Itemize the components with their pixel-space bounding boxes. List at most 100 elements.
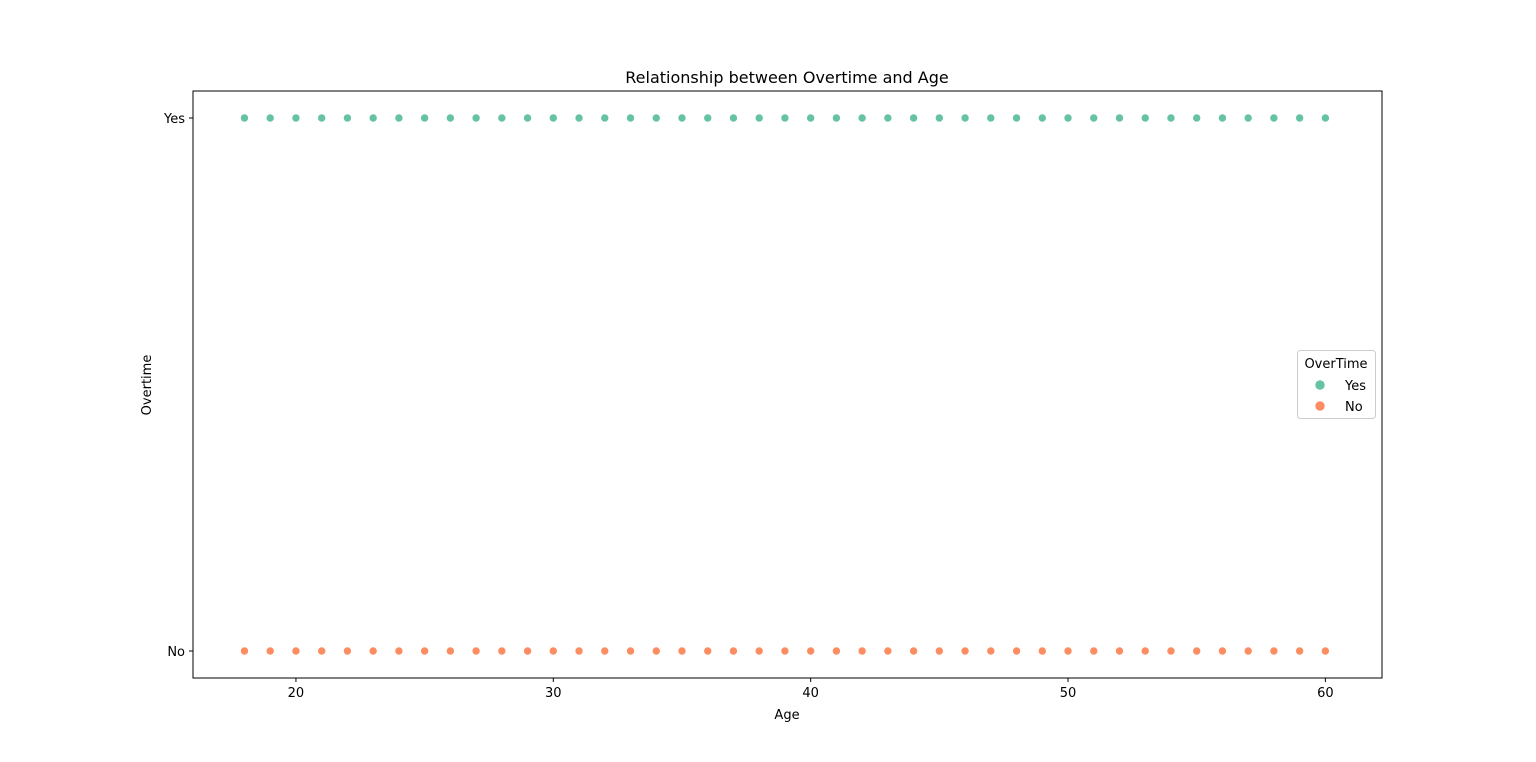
data-point-no-37	[729, 646, 738, 656]
data-point-no-52	[1115, 646, 1124, 656]
data-point-yes-53	[1140, 113, 1150, 123]
data-point-no-26	[446, 646, 455, 656]
data-point-yes-46	[960, 113, 970, 123]
data-point-yes-20	[291, 113, 301, 123]
y-axis: No Yes	[163, 112, 193, 660]
x-tick-label-50: 50	[1060, 686, 1077, 701]
data-point-yes-30	[548, 113, 558, 123]
data-point-no-54	[1166, 646, 1176, 656]
data-point-no-59	[1295, 646, 1304, 656]
data-point-yes-41	[832, 113, 841, 123]
data-point-no-18	[240, 646, 249, 656]
x-tick-label-60: 60	[1317, 686, 1334, 701]
data-point-yes-39	[780, 113, 790, 123]
legend-marker-no	[1314, 400, 1326, 412]
chart-title: Relationship between Overtime and Age	[625, 68, 948, 87]
data-point-yes-23	[368, 113, 378, 123]
data-point-no-24	[394, 646, 404, 656]
data-point-no-19	[265, 646, 275, 656]
data-point-no-50	[1063, 646, 1073, 656]
x-tick-label-30: 30	[545, 686, 562, 701]
data-point-no-42	[857, 646, 867, 656]
data-point-no-33	[626, 646, 635, 656]
data-point-yes-60	[1321, 113, 1330, 123]
data-point-yes-36	[703, 113, 713, 123]
data-point-yes-45	[935, 113, 944, 123]
data-point-yes-57	[1243, 113, 1253, 123]
data-point-no-27	[471, 646, 481, 656]
data-point-yes-43	[883, 113, 893, 123]
data-point-no-40	[806, 646, 815, 656]
data-point-yes-50	[1063, 113, 1073, 123]
data-point-yes-24	[394, 113, 404, 123]
data-point-yes-44	[909, 113, 918, 123]
x-axis: 20 30 40 50 60	[288, 678, 1334, 701]
data-point-yes-54	[1166, 113, 1176, 123]
data-point-no-23	[368, 646, 378, 656]
data-point-yes-49	[1037, 113, 1047, 123]
x-tick-label-40: 40	[802, 686, 819, 701]
data-point-yes-27	[471, 113, 481, 123]
data-point-yes-38	[754, 113, 764, 123]
data-point-no-60	[1321, 646, 1330, 656]
data-point-no-56	[1218, 646, 1227, 656]
legend: OverTime Yes No	[1297, 350, 1376, 419]
data-point-yes-47	[986, 113, 996, 123]
data-point-no-20	[291, 646, 301, 656]
data-point-yes-19	[265, 113, 275, 123]
data-point-yes-40	[806, 113, 815, 123]
data-point-yes-35	[677, 113, 687, 123]
data-point-no-58	[1269, 646, 1279, 656]
data-point-no-25	[420, 646, 429, 656]
data-point-yes-22	[343, 113, 352, 123]
data-point-no-32	[600, 646, 610, 656]
data-point-no-46	[960, 646, 970, 656]
legend-box	[1297, 350, 1376, 419]
data-point-no-36	[703, 646, 713, 656]
data-point-no-35	[677, 646, 687, 656]
data-point-no-31	[574, 646, 584, 656]
data-point-yes-33	[626, 113, 635, 123]
data-point-no-41	[832, 646, 841, 656]
data-point-no-53	[1140, 646, 1150, 656]
legend-items: Yes No	[1314, 379, 1366, 415]
data-point-yes-52	[1115, 113, 1124, 123]
data-point-no-55	[1192, 646, 1201, 656]
plot-area-frame	[192, 90, 1383, 679]
data-point-yes-18	[240, 113, 249, 123]
data-point-yes-59	[1295, 113, 1304, 123]
data-point-no-29	[523, 646, 532, 656]
data-point-yes-29	[523, 113, 532, 123]
data-point-yes-31	[574, 113, 584, 123]
data-point-no-48	[1012, 646, 1021, 656]
legend-label-no: No	[1345, 400, 1363, 415]
data-point-yes-34	[651, 113, 661, 123]
data-point-yes-58	[1269, 113, 1279, 123]
data-point-yes-21	[317, 113, 326, 123]
y-axis-label: Overtime	[140, 355, 155, 416]
data-point-no-30	[548, 646, 558, 656]
y-tick-label-yes: Yes	[163, 112, 185, 127]
data-point-no-51	[1089, 646, 1099, 656]
data-point-no-47	[986, 646, 996, 656]
data-point-yes-32	[600, 113, 610, 123]
data-point-yes-51	[1089, 113, 1099, 123]
data-point-no-45	[935, 646, 944, 656]
data-point-no-22	[343, 646, 352, 656]
data-point-no-57	[1243, 646, 1253, 656]
legend-marker-yes	[1314, 379, 1326, 391]
data-point-no-43	[883, 646, 893, 656]
data-point-yes-28	[497, 113, 507, 123]
data-point-no-21	[317, 646, 326, 656]
x-tick-label-20: 20	[288, 686, 305, 701]
legend-label-yes: Yes	[1344, 379, 1366, 394]
y-tick-label-no: No	[167, 645, 185, 660]
data-point-yes-56	[1218, 113, 1227, 123]
data-points	[240, 113, 1330, 656]
legend-title: OverTime	[1304, 357, 1367, 372]
data-point-no-49	[1037, 646, 1047, 656]
x-axis-label: Age	[774, 708, 799, 723]
data-point-yes-48	[1012, 113, 1021, 123]
data-point-no-38	[754, 646, 764, 656]
